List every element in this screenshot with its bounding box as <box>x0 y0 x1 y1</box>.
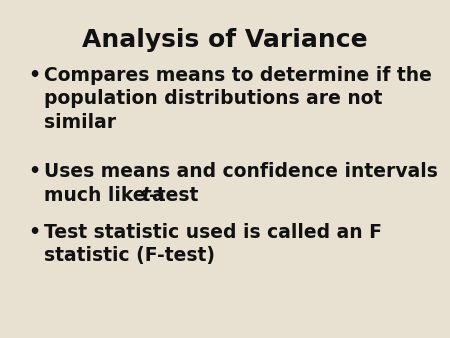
Text: t: t <box>141 186 150 204</box>
Text: •: • <box>28 66 40 85</box>
Text: Uses means and confidence intervals: Uses means and confidence intervals <box>44 162 438 181</box>
Text: much like a: much like a <box>44 186 171 204</box>
Text: Test statistic used is called an F
statistic (F-test): Test statistic used is called an F stati… <box>44 223 382 266</box>
Text: Analysis of Variance: Analysis of Variance <box>82 28 368 52</box>
Text: -test: -test <box>149 186 198 204</box>
Text: Compares means to determine if the
population distributions are not
similar: Compares means to determine if the popul… <box>44 66 432 132</box>
Text: •: • <box>28 223 40 242</box>
Text: •: • <box>28 162 40 181</box>
